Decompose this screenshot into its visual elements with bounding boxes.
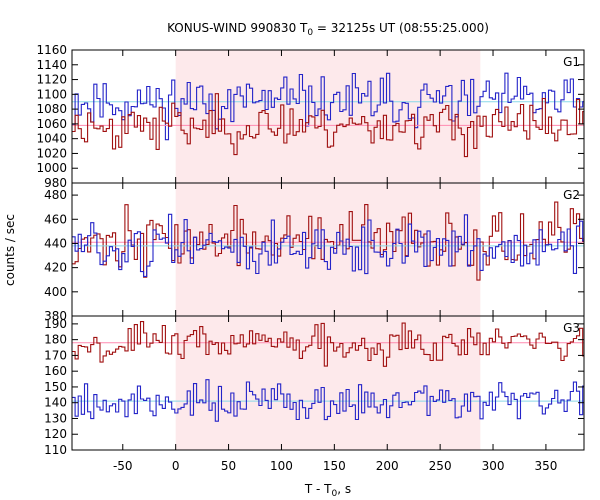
y-tick-label: 1000 bbox=[36, 161, 67, 175]
series-g3-blue bbox=[72, 379, 584, 422]
y-tick-label: 160 bbox=[44, 364, 67, 378]
series-g3-red bbox=[72, 321, 584, 367]
x-axis-label: T - T0, s bbox=[304, 482, 351, 499]
plot-area: 980100010201040106010801100112011401160G… bbox=[36, 43, 585, 473]
x-tick-label: 0 bbox=[172, 459, 180, 473]
y-tick-label: 1020 bbox=[36, 146, 67, 160]
y-axis-label: counts / sec bbox=[3, 214, 17, 286]
y-tick-label: 180 bbox=[44, 333, 67, 347]
y-tick-label: 1100 bbox=[36, 87, 67, 101]
x-tick-label: 50 bbox=[221, 459, 236, 473]
panel-label-g2: G2 bbox=[563, 188, 580, 202]
y-tick-label: 130 bbox=[44, 411, 67, 425]
panel-frame-g3 bbox=[71, 315, 585, 451]
y-tick-label: 1160 bbox=[36, 43, 67, 57]
y-tick-label: 420 bbox=[44, 261, 67, 275]
y-tick-label: 440 bbox=[44, 236, 67, 250]
x-tick-label: 100 bbox=[270, 459, 293, 473]
y-tick-label: 140 bbox=[44, 396, 67, 410]
y-tick-label: 1040 bbox=[36, 132, 67, 146]
panel-label-g3: G3 bbox=[563, 321, 580, 335]
panel-label-g1: G1 bbox=[563, 55, 580, 69]
y-tick-label: 1080 bbox=[36, 102, 67, 116]
x-tick-label: 150 bbox=[323, 459, 346, 473]
y-tick-label: 460 bbox=[44, 212, 67, 226]
chart-title: KONUS-WIND 990830 T0 = 32125s UT (08:55:… bbox=[167, 21, 489, 38]
y-tick-label: 380 bbox=[44, 309, 67, 323]
y-tick-label: 170 bbox=[44, 348, 67, 362]
y-tick-label: 980 bbox=[44, 176, 67, 190]
y-tick-label: 1120 bbox=[36, 73, 67, 87]
y-tick-label: 480 bbox=[44, 188, 67, 202]
series-g1-red bbox=[72, 93, 584, 158]
y-tick-label: 1060 bbox=[36, 117, 67, 131]
y-tick-label: 110 bbox=[44, 443, 67, 457]
x-tick-label: -50 bbox=[113, 459, 133, 473]
y-tick-label: 120 bbox=[44, 427, 67, 441]
x-tick-label: 200 bbox=[376, 459, 399, 473]
x-tick-label: 250 bbox=[429, 459, 452, 473]
y-tick-label: 150 bbox=[44, 380, 67, 394]
y-tick-label: 190 bbox=[44, 317, 67, 331]
x-tick-label: 300 bbox=[482, 459, 505, 473]
series-g2-red bbox=[72, 201, 584, 281]
x-tick-label: 350 bbox=[534, 459, 557, 473]
y-tick-label: 400 bbox=[44, 285, 67, 299]
series-g2-blue bbox=[72, 213, 584, 277]
y-tick-label: 1140 bbox=[36, 58, 67, 72]
